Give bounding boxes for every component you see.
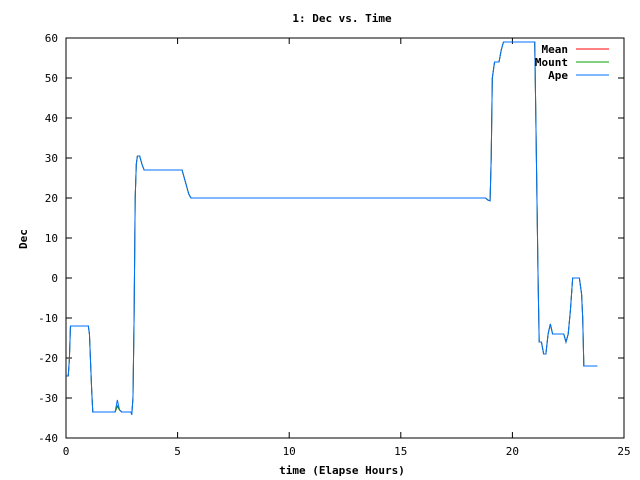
x-tick-label: 20 <box>506 445 519 458</box>
plot-frame <box>65 37 625 439</box>
x-tick-label: 15 <box>394 445 407 458</box>
x-tick-label: 5 <box>174 445 181 458</box>
chart-title: 1: Dec vs. Time <box>292 12 392 25</box>
series-line-mean <box>66 41 598 415</box>
series-line-ape <box>66 41 598 415</box>
y-tick-label: -20 <box>38 352 58 365</box>
series-layer <box>66 41 598 415</box>
x-tick-label: 25 <box>617 445 630 458</box>
legend-label: Mount <box>535 56 568 69</box>
x-tick-label: 10 <box>283 445 296 458</box>
y-tick-label: 0 <box>51 272 58 285</box>
y-tick-label: -40 <box>38 432 58 445</box>
y-tick-label: 20 <box>45 192 58 205</box>
y-axis-label: Dec <box>17 229 30 249</box>
x-axis-label: time (Elapse Hours) <box>279 464 405 477</box>
legend-label: Mean <box>542 43 569 56</box>
y-tick-label: 10 <box>45 232 58 245</box>
legend-label: Ape <box>548 69 568 82</box>
y-tick-label: 60 <box>45 32 58 45</box>
y-tick-label: -10 <box>38 312 58 325</box>
y-tick-label: -30 <box>38 392 58 405</box>
y-tick-label: 30 <box>45 152 58 165</box>
series-line-mount <box>66 41 598 415</box>
y-tick-label: 50 <box>45 72 58 85</box>
axis-ticks: 0 5 10 15 20 25 -40 -30 -20 -10 0 10 20 30 40 50 60 <box>38 32 631 458</box>
y-tick-label: 40 <box>45 112 58 125</box>
x-tick-label: 0 <box>63 445 70 458</box>
